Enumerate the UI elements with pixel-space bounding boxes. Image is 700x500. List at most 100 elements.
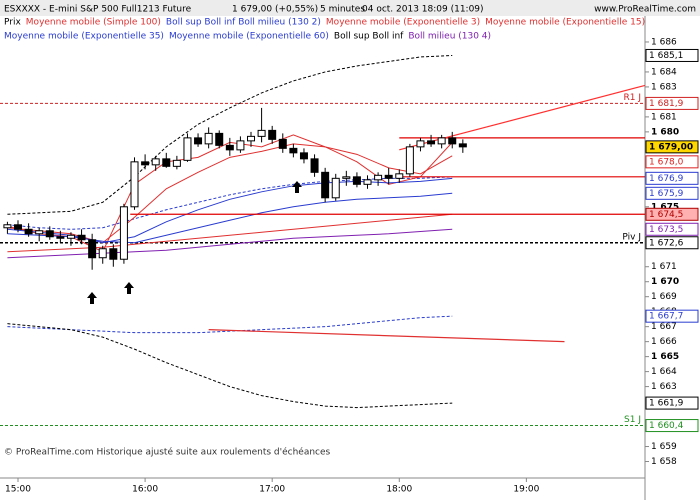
pivot-label: R1 J [624,93,642,103]
candle-body [321,171,330,199]
price-label: 1 675,9 [649,189,684,199]
y-tick-label: 1 683 [651,82,677,92]
x-tick-label: 16:00 [132,485,158,495]
price-box [645,48,699,62]
y-tick-label: 1 667 [651,322,677,332]
price-box [645,396,699,410]
candle-body [88,239,97,259]
price-box [645,309,699,323]
price-box [645,171,699,185]
price-box [645,207,699,221]
legend-entry: Boll milieu (130 4) [408,32,491,42]
y-tick-label: 1 665 [651,352,679,362]
price-label: 1 672,6 [649,238,684,248]
candle-body [405,146,414,175]
x-tick-label: 15:00 [5,485,31,495]
candle-body [66,234,75,239]
legend-entry: Boll sup Boll inf Boll milieu (130 2) [166,18,321,28]
price-box [645,96,699,110]
price-label: 1 660,4 [649,421,684,431]
legend-entry: Moyenne mobile (Exponentielle 60) [169,32,329,42]
candle-body [278,138,287,149]
candle-body [384,174,393,179]
candle-body [374,174,383,181]
candle-body [331,177,340,199]
candle-body [448,137,457,145]
legend-entry: Prix [4,18,21,28]
y-tick-label: 1 680 [651,127,679,137]
x-tick-label: 18:00 [386,485,412,495]
legend-entry: Moyenne mobile (Exponentielle 15) [485,18,645,28]
pivot-label: Piv J [622,232,641,242]
candle-body [109,248,118,260]
candle-body [427,140,436,145]
indicator-line [7,228,453,259]
price-label: 1 676,9 [649,174,684,184]
candle-body [310,158,319,173]
y-tick-label: 1 684 [651,67,677,77]
price-box [645,155,699,169]
candle-body [437,137,446,145]
candle-body [363,179,372,185]
footer: © ProRealTime.com Historique ajusté suit… [4,447,331,458]
candle-body [35,230,44,235]
indicator-line [7,213,453,253]
pivot-label: S1 J [624,415,641,425]
candle-body [194,137,203,145]
signal-arrow [87,292,97,304]
y-tick-label: 1 675 [651,202,679,212]
candle-body [14,224,23,230]
price-label: 1 661,9 [649,399,684,409]
y-tick-label: 1 681 [651,112,677,122]
price-label: 1 667,7 [649,312,683,322]
site: www.ProRealTime.com [594,5,696,15]
candle-body [3,224,12,229]
instrument: ESXXXX - E-mini S&P 500 Full1213 Future [4,5,192,15]
candle-body [119,206,128,260]
y-tick-label: 1 663 [651,382,677,392]
candle-body [77,234,86,241]
y-tick-label: 1 664 [651,367,677,377]
signal-arrow [292,181,302,193]
price-box [645,140,699,154]
price-label: 1 674,5 [649,210,683,220]
y-tick-label: 1 686 [651,37,677,47]
price-box [645,222,699,236]
datetime: 04 oct. 2013 18:09 (11:09) [362,5,484,15]
candle-body [204,132,213,145]
candle-body [352,176,361,185]
price-label: 1 679,00 [649,142,693,152]
y-tick-label: 1 669 [651,292,677,302]
candle-body [416,140,425,148]
candle-body [151,158,160,166]
indicator-line [7,54,453,215]
signal-arrow [124,282,134,294]
candle-body [247,135,256,142]
price-label: 1 681,9 [649,99,684,109]
x-tick-label: 17:00 [259,485,285,495]
price-box [645,186,699,200]
candle-body [172,159,181,167]
candle-body [395,173,404,179]
legend-entry: Moyenne mobile (Simple 100) [26,18,161,28]
candle-body [257,129,266,137]
candle-body [141,161,150,166]
candle-body [236,140,245,151]
legend-entry: Boll sup Boll inf [334,32,404,42]
y-tick-label: 1 659 [651,442,677,452]
candle-body [268,129,277,140]
y-tick-label: 1 671 [651,262,677,272]
price-box [645,419,699,433]
candle-body [225,144,234,151]
period: 5 minutes [320,5,365,15]
price-box [645,236,699,250]
last-price: 1 679,00 (+0,55%) [232,5,318,15]
y-tick-label: 1 670 [651,277,679,287]
candle-body [215,132,224,146]
x-tick-label: 19:00 [513,485,539,495]
y-tick-label: 1 658 [651,457,677,467]
candle-body [342,176,351,179]
candle-body [162,158,171,167]
indicator-line [7,323,453,409]
